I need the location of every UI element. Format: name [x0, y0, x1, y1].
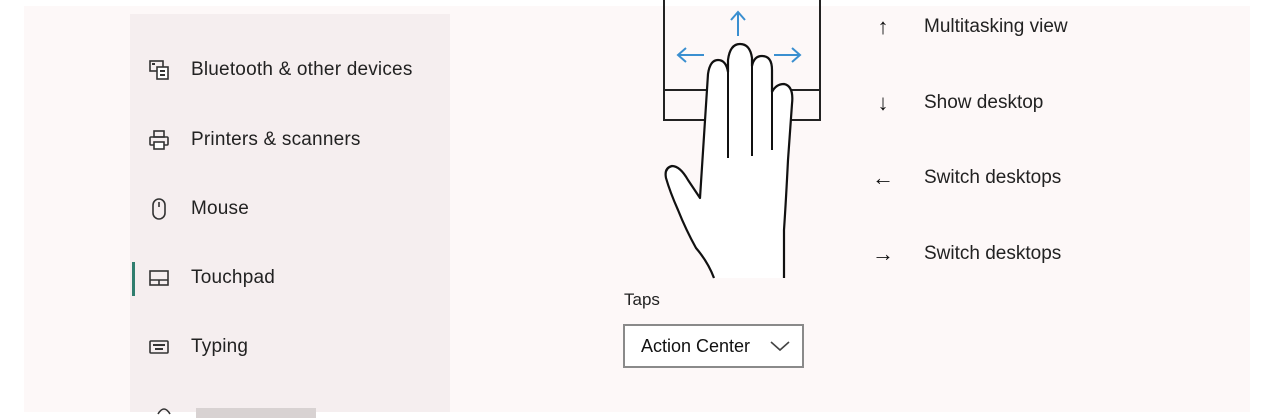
sidebar-item-cut-off[interactable] [150, 398, 390, 418]
arrow-up-icon: ↑ [877, 14, 889, 39]
sidebar-item-label: Touchpad [191, 267, 276, 288]
sidebar-item-label: Bluetooth & other devices [191, 59, 413, 80]
selected-indicator [132, 262, 135, 296]
keyboard-icon [148, 336, 170, 358]
sidebar [130, 14, 450, 412]
arrow-right-icon: → [872, 241, 894, 266]
hand-icon [664, 42, 794, 279]
gesture-row-up: ↑ Multitasking view [872, 10, 1192, 44]
arrow-right-icon [774, 47, 802, 63]
gesture-label: Show desktop [924, 92, 1044, 113]
sidebar-item-bluetooth[interactable]: Bluetooth & other devices [148, 50, 448, 90]
gesture-label: Switch desktops [924, 167, 1062, 188]
touchpad-icon [148, 267, 170, 289]
gesture-row-down: ↓ Show desktop [872, 86, 1192, 120]
arrow-down-icon: ↓ [877, 90, 889, 115]
sidebar-item-label: Printers & scanners [191, 129, 361, 150]
sidebar-item-touchpad[interactable]: Touchpad [148, 258, 448, 298]
arrow-left-icon: ← [872, 165, 894, 190]
three-finger-gesture-illustration [663, 0, 821, 279]
gesture-label: Multitasking view [924, 16, 1068, 37]
mouse-icon [148, 198, 170, 220]
screen-edge [1250, 0, 1280, 416]
sidebar-item-mouse[interactable]: Mouse [148, 189, 448, 229]
taps-dropdown[interactable]: Action Center [623, 324, 804, 368]
chevron-down-icon [770, 341, 790, 352]
taps-label: Taps [624, 290, 660, 309]
bluetooth-devices-icon [148, 59, 170, 81]
gesture-label: Switch desktops [924, 243, 1062, 264]
sidebar-item-printers[interactable]: Printers & scanners [148, 120, 448, 160]
sidebar-item-label: Typing [191, 336, 249, 357]
arrow-up-icon [730, 10, 746, 36]
gesture-row-right: → Switch desktops [872, 237, 1192, 271]
sidebar-item-label: Mouse [191, 198, 250, 219]
sidebar-item-typing[interactable]: Typing [148, 327, 448, 367]
printer-icon [148, 129, 170, 151]
taps-dropdown-value: Action Center [641, 335, 751, 356]
arrow-left-icon [676, 47, 704, 63]
gesture-row-left: ← Switch desktops [872, 161, 1192, 195]
